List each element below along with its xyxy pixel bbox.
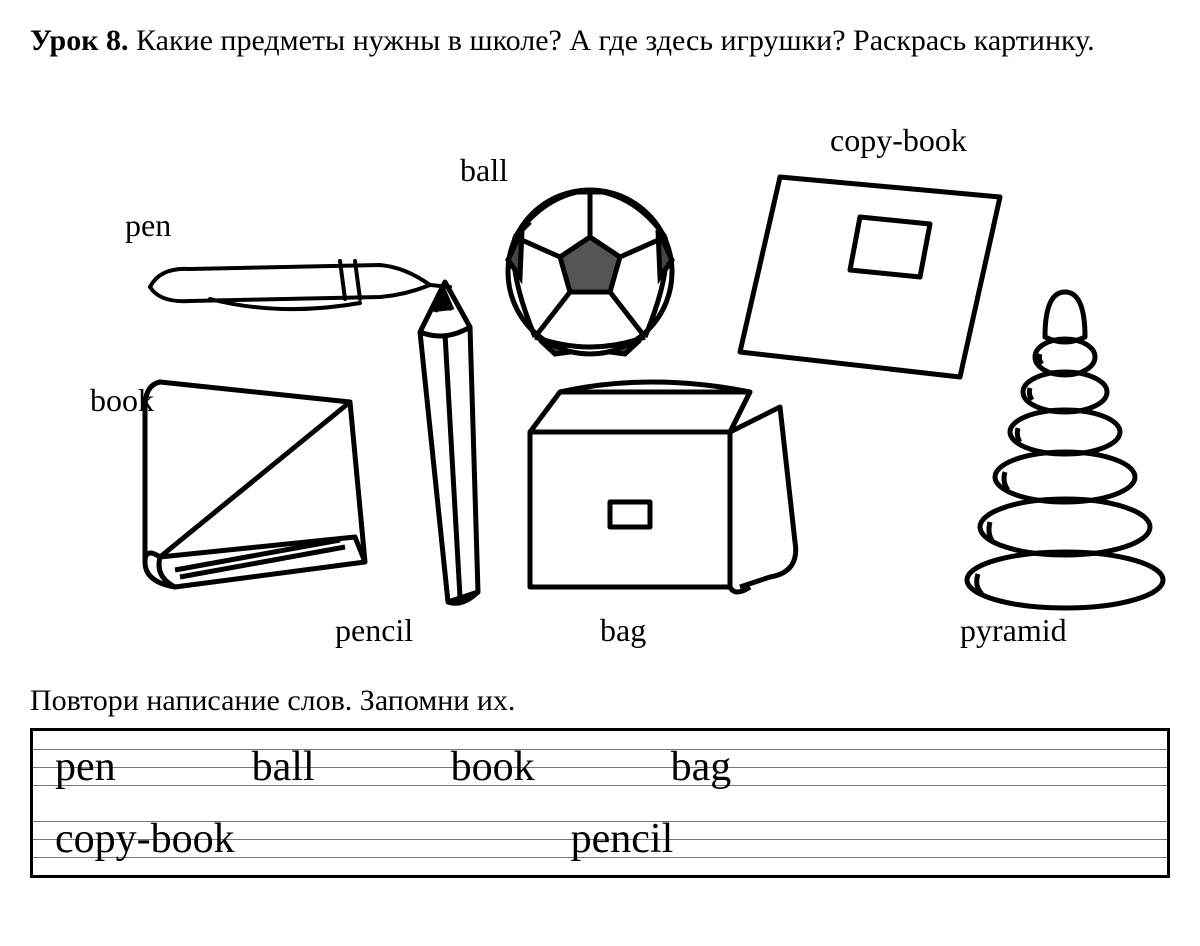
lesson-number: Урок 8.: [30, 24, 129, 57]
label-pen: pen: [125, 207, 171, 244]
practice-word: ball: [244, 738, 323, 796]
label-pyramid: pyramid: [960, 612, 1067, 649]
pyramid-icon: [960, 282, 1170, 617]
practice-word: book: [443, 738, 543, 796]
practice-word: copy-book: [47, 810, 243, 868]
writing-row-1: pen ball book bag: [33, 731, 1167, 803]
practice-word: pen: [47, 738, 124, 796]
practice-word: bag: [663, 738, 740, 796]
label-bag: bag: [600, 612, 646, 649]
label-pencil: pencil: [335, 612, 413, 649]
writing-instruction: Повтори написание слов. Запомни их.: [30, 684, 1170, 718]
writing-box: pen ball book bag copy-book pencil: [30, 728, 1170, 878]
title-question: Какие предметы нужны в школе? А где здес…: [136, 24, 1095, 57]
practice-word: pencil: [563, 810, 682, 868]
book-icon: [120, 352, 380, 617]
ball-icon: [500, 182, 680, 367]
label-copybook: copy-book: [830, 122, 967, 159]
bag-icon: [500, 362, 820, 617]
worksheet-title: Урок 8. Какие предметы нужны в школе? А …: [30, 20, 1170, 62]
pencil-icon: [390, 272, 490, 617]
illustration-area: pen ball copy-book book pencil bag pyram…: [30, 72, 1170, 672]
writing-row-2: copy-book pencil: [33, 803, 1167, 875]
